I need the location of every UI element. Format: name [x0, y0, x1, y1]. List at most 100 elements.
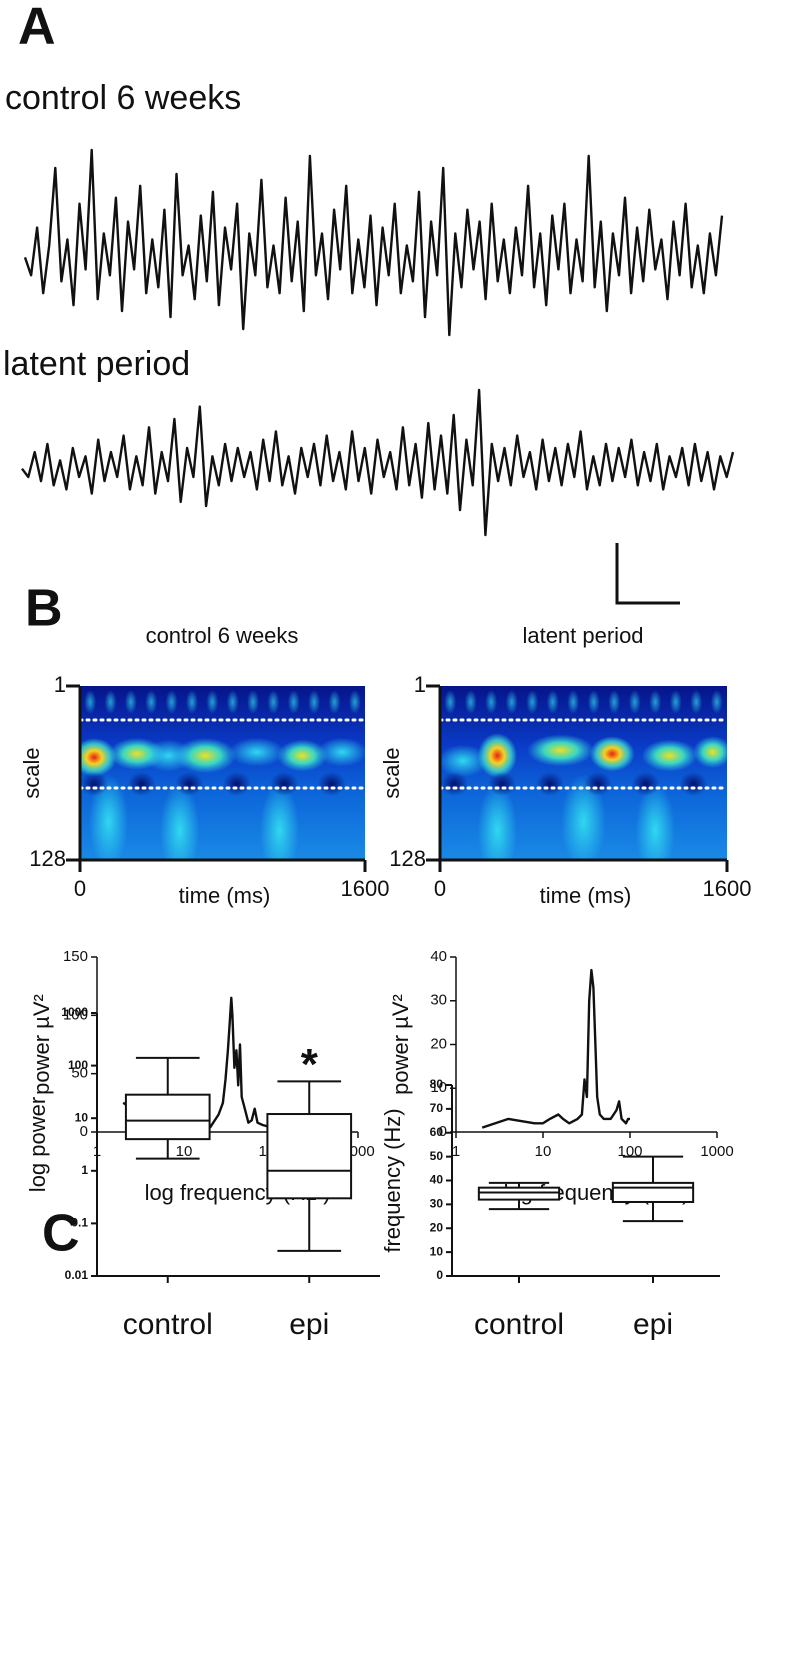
heatmap-blob	[165, 690, 178, 714]
heatmap-blob	[536, 772, 565, 796]
y-tick-label: 30	[430, 992, 447, 1009]
panel-label: A	[18, 0, 56, 56]
heatmap-blob	[228, 737, 285, 767]
y-axis-label: log power	[25, 1097, 50, 1192]
heatmap-blob	[174, 737, 237, 774]
heatmap-blob	[587, 690, 600, 714]
panel-label: C	[42, 1205, 80, 1263]
heatmap-blob	[464, 690, 477, 714]
x-axis-label: time (ms)	[179, 883, 271, 908]
heatmap-blob	[444, 690, 457, 714]
heatmap-blob	[226, 690, 239, 714]
heatmap-blob	[80, 772, 109, 796]
heatmap-blob	[679, 772, 708, 796]
heatmap-blob	[267, 690, 280, 714]
y-axis-label: scale	[379, 747, 404, 798]
heatmap-blob	[477, 733, 517, 778]
heatmap-blob	[84, 690, 97, 714]
box	[611, 1181, 695, 1203]
heatmap-blob	[440, 772, 469, 796]
spectrum-line	[481, 968, 630, 1129]
y-tick-label: 1	[81, 1163, 88, 1177]
heatmap-blob	[270, 772, 299, 796]
heatmap-blob	[348, 690, 361, 714]
heatmap-blob	[317, 737, 365, 767]
heatmap-blob	[526, 690, 539, 714]
heatmap-blob	[546, 690, 559, 714]
heatmap-blob	[328, 690, 341, 714]
heatmap-blob	[247, 690, 260, 714]
heatmap-blob	[80, 738, 117, 777]
x-tick-label: 0	[434, 876, 446, 901]
heatmap-texture	[80, 686, 365, 860]
y-tick-label: 30	[430, 1197, 444, 1211]
heatmap-blob	[649, 690, 662, 714]
y-tick-label: 0	[80, 1123, 88, 1140]
heatmap-blob	[583, 772, 612, 796]
heatmap-blob	[127, 772, 156, 796]
y-tick-label: 0.1	[71, 1216, 88, 1230]
heatmap-blob	[608, 690, 621, 714]
heatmap-blob	[488, 772, 517, 796]
heatmap-blob	[628, 690, 641, 714]
significance-mark: *	[301, 1040, 319, 1089]
y-axis-label: frequency (Hz)	[380, 1108, 405, 1252]
heatmap-blob	[690, 690, 703, 714]
heatmap-blob	[104, 690, 117, 714]
heatmap-blob	[505, 690, 518, 714]
y-tick-label: 40	[430, 948, 447, 965]
chart-title: latent period	[522, 623, 643, 648]
heatmap-blob	[160, 782, 200, 860]
y-tick-label: 80	[430, 1077, 444, 1091]
x-tick-label: epi	[289, 1308, 329, 1341]
x-axis-label: time (ms)	[540, 883, 632, 908]
y-axis-label: scale	[19, 747, 44, 798]
panel-label: B	[25, 580, 63, 638]
heatmap-blob	[485, 690, 498, 714]
y-tick-label: 50	[430, 1149, 444, 1163]
y-tick-label: 20	[430, 1035, 447, 1052]
x-tick-label: 1	[452, 1143, 460, 1160]
heatmap-blob	[589, 736, 635, 772]
y-tick-label: 60	[430, 1125, 444, 1139]
box	[124, 1093, 211, 1141]
y-tick-label: 1000	[61, 1005, 88, 1019]
heatmap-blob	[440, 744, 489, 777]
heatmap-blob	[526, 734, 595, 767]
x-tick-label: 1600	[703, 876, 752, 901]
heatmap-blob	[567, 690, 580, 714]
y-tick-label: 1	[414, 672, 426, 697]
y-axis-label: power µV²	[29, 994, 54, 1095]
heatmap-blob	[669, 690, 682, 714]
box	[266, 1113, 353, 1200]
chart-title: control 6 weeks	[5, 79, 241, 117]
heatmap-blob	[259, 782, 300, 860]
heatmap-blob	[185, 690, 198, 714]
y-tick-label: 100	[63, 1006, 88, 1023]
heatmap-blob	[317, 772, 346, 796]
heatmap-blob	[124, 690, 137, 714]
heatmap-texture	[440, 686, 727, 860]
y-tick-label: 100	[68, 1058, 88, 1072]
heatmap-blob	[641, 739, 698, 772]
y-axis-label: power µV²	[388, 994, 413, 1095]
heatmap-blob	[145, 690, 158, 714]
heatmap-blob	[175, 772, 204, 796]
heatmap-blob	[222, 772, 251, 796]
y-tick-label: 0	[436, 1268, 443, 1282]
heatmap-blob	[287, 690, 300, 714]
y-tick-label: 70	[430, 1101, 444, 1115]
x-tick-label: 0	[74, 876, 86, 901]
y-tick-label: 150	[63, 948, 88, 965]
heatmap-blob	[710, 690, 723, 714]
heatmap-blob	[477, 782, 517, 860]
scale-bar	[615, 543, 680, 605]
x-tick-label: 10	[176, 1143, 193, 1160]
box	[477, 1186, 561, 1201]
y-tick-label: 20	[430, 1220, 444, 1234]
chart-title: latent period	[3, 345, 190, 383]
heatmap-blob	[277, 739, 328, 772]
heatmap-blob	[308, 690, 321, 714]
y-tick-label: 0	[439, 1123, 447, 1140]
